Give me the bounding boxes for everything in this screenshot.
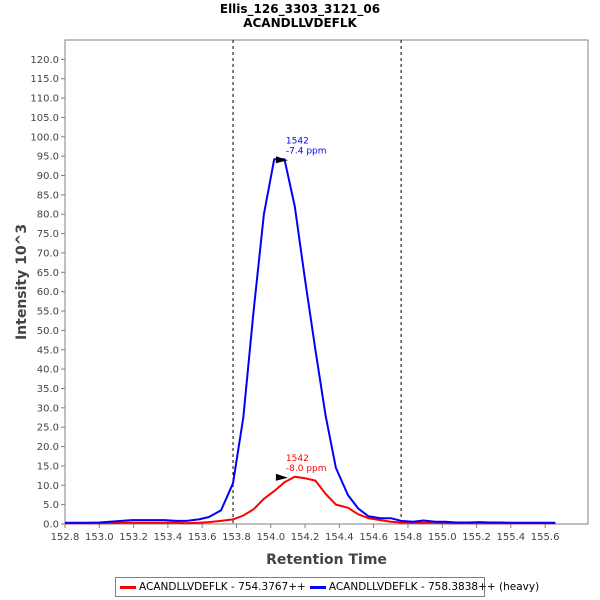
y-tick-label: 10.0	[37, 481, 59, 492]
y-tick-label: 75.0	[37, 229, 59, 240]
y-tick-label: 105.0	[30, 113, 59, 124]
y-tick-label: 100.0	[30, 132, 59, 143]
x-tick-label: 154.6	[359, 532, 388, 543]
y-tick-label: 115.0	[30, 74, 59, 85]
chart-subtitle: ACANDLLVDEFLK	[243, 16, 357, 30]
peak-marker	[275, 156, 288, 164]
y-tick-label: 45.0	[37, 345, 59, 356]
y-tick-label: 5.0	[43, 500, 59, 511]
y-tick-label: 85.0	[37, 190, 59, 201]
y-tick-label: 80.0	[37, 210, 59, 221]
peak-marker	[275, 473, 288, 481]
x-tick-label: 155.2	[462, 532, 491, 543]
x-tick-label: 153.2	[119, 532, 148, 543]
y-tick-label: 120.0	[30, 55, 59, 66]
peak-annotation-ppm: -8.0 ppm	[286, 464, 327, 474]
peak-annotation-ppm: -7.4 ppm	[286, 146, 327, 156]
y-tick-label: 55.0	[37, 307, 59, 318]
x-tick-label: 154.2	[291, 532, 320, 543]
y-tick-label: 30.0	[37, 403, 59, 414]
y-tick-label: 70.0	[37, 248, 59, 259]
x-tick-label: 153.4	[154, 532, 183, 543]
y-tick-label: 110.0	[30, 94, 59, 105]
x-tick-label: 153.0	[85, 532, 114, 543]
y-tick-label: 25.0	[37, 423, 59, 434]
chart-legend: ACANDLLVDEFLK - 754.3767++ ACANDLLVDEFLK…	[115, 577, 539, 597]
x-axis-title: Retention Time	[266, 552, 387, 568]
chart-title: Ellis_126_3303_3121_06	[219, 2, 381, 16]
x-tick-label: 153.6	[188, 532, 217, 543]
legend-entry-heavy[interactable]: ACANDLLVDEFLK - 758.3838++ (heavy)	[306, 581, 539, 593]
peak-annotation-id: 1542	[286, 136, 309, 146]
legend-swatch-heavy	[309, 585, 326, 589]
x-tick-label: 155.6	[531, 532, 560, 543]
peak-annotation-id: 1542	[286, 454, 309, 464]
y-tick-label: 60.0	[37, 287, 59, 298]
legend-entry-light[interactable]: ACANDLLVDEFLK - 754.3767++	[116, 581, 306, 593]
y-tick-label: 40.0	[37, 365, 59, 376]
y-tick-label: 0.0	[43, 520, 59, 531]
y-tick-label: 20.0	[37, 442, 59, 453]
x-tick-label: 155.4	[497, 532, 526, 543]
legend-swatch-light	[120, 585, 136, 589]
legend-label-heavy: ACANDLLVDEFLK - 758.3838++ (heavy)	[328, 581, 540, 593]
plot-frame	[64, 39, 589, 525]
x-tick-label: 152.8	[51, 532, 80, 543]
y-tick-label: 50.0	[37, 326, 59, 337]
x-tick-label: 153.8	[222, 532, 251, 543]
x-tick-label: 154.4	[325, 532, 354, 543]
y-tick-label: 95.0	[37, 152, 59, 163]
y-tick-label: 90.0	[37, 171, 59, 182]
plot-area: 0.0 5.0 10.0 15.0 20.0 25.0 30.0 35.0 40.0 45.0 50…	[14, 39, 589, 568]
series-line-heavy	[65, 158, 556, 524]
y-tick-label: 65.0	[37, 268, 59, 279]
legend-label-light: ACANDLLVDEFLK - 754.3767++	[139, 581, 306, 593]
y-tick-label: 15.0	[37, 461, 59, 472]
x-tick-label: 155.0	[428, 532, 457, 543]
y-axis-title: Intensity 10^3	[14, 224, 30, 340]
x-tick-label: 154.0	[256, 532, 285, 543]
x-tick-label: 154.8	[394, 532, 423, 543]
y-tick-label: 35.0	[37, 384, 59, 395]
